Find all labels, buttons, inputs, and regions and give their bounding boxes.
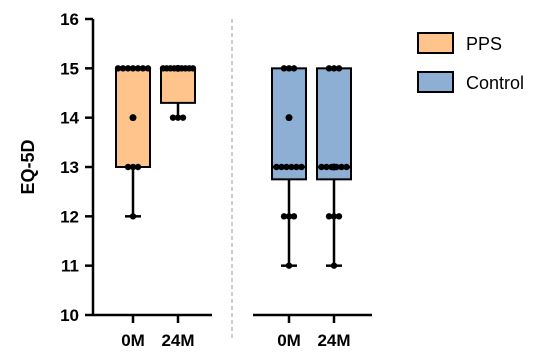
data-point [119,65,127,72]
legend-swatch-control [417,71,454,93]
box-control-24m [316,65,352,269]
box-series-group [114,64,352,269]
data-point [285,213,293,220]
y-tick-label: 15 [60,59,79,78]
data-point [280,213,288,220]
y-tick-label: 13 [60,158,79,177]
x-tick-label-24m: 24M [161,331,194,350]
data-point [323,163,330,171]
legend: PPS Control [417,32,524,93]
box-pps-0m [114,65,152,220]
x-tick-label-24m: 24M [317,331,350,350]
data-point [124,65,132,72]
data-point [189,65,197,72]
data-point [298,163,305,171]
data-point [330,213,338,220]
data-point [338,163,345,171]
legend-label-pps: PPS [466,34,502,54]
data-point [335,213,343,220]
data-point [325,213,333,220]
data-point [129,65,137,72]
data-point [318,163,325,171]
box-pps-24m [159,64,197,121]
data-point [139,65,147,72]
data-point [283,163,290,171]
mean-marker [285,114,293,122]
x-tick-label-0m: 0M [121,331,145,350]
y-tick-label: 12 [60,207,79,226]
data-point [343,163,350,171]
data-point [129,163,137,171]
data-point [285,65,293,72]
data-point [278,163,285,171]
box-control-0m [271,65,307,269]
data-point [134,163,142,171]
legend-swatch-pps [417,32,454,54]
data-point [114,65,122,72]
data-point [134,65,142,72]
data-point [335,65,343,72]
data-point [169,114,177,121]
y-axis-ticks: 10 11 12 13 14 15 16 [60,10,93,325]
data-point [144,65,152,72]
data-point [290,213,298,220]
data-point [280,65,288,72]
data-point [179,114,187,121]
data-point [325,65,333,72]
box-rect [316,67,352,181]
y-tick-label: 14 [60,109,79,128]
data-point [330,262,338,269]
legend-label-control: Control [466,73,524,93]
box-rect [160,67,196,104]
data-point [288,163,295,171]
data-point [285,262,293,269]
x-tick-label-0m: 0M [277,331,301,350]
mean-marker [129,114,137,122]
data-point [174,114,182,121]
y-axis-title: EQ-5D [18,139,38,194]
data-point [124,163,132,171]
data-point [330,65,338,72]
y-tick-label: 16 [60,10,79,29]
data-point [290,65,298,72]
data-point [328,163,335,171]
box-rect [271,67,307,181]
data-point [293,163,300,171]
y-tick-label: 10 [60,306,79,325]
data-point [273,163,280,171]
x-axis-ticks: 0M 24M 0M 24M [121,315,351,350]
data-point [333,163,340,171]
y-tick-label: 11 [61,257,79,276]
data-point [129,213,137,220]
